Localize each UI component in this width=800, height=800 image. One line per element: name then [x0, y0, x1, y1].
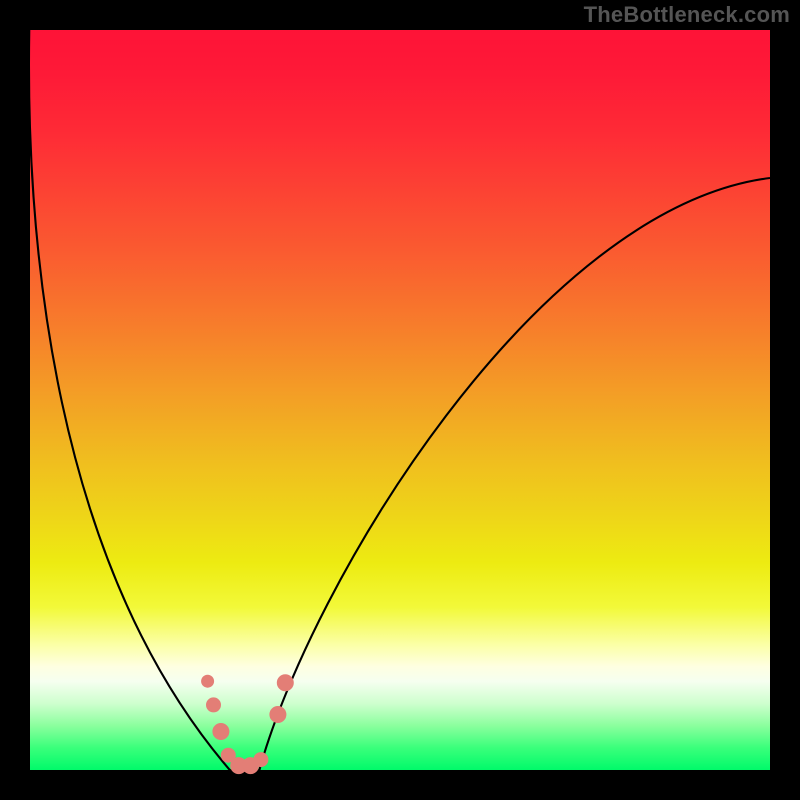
marker-point [254, 753, 268, 767]
plot-background [30, 30, 770, 770]
marker-point [207, 698, 221, 712]
plot-svg [0, 0, 800, 800]
marker-point [270, 707, 286, 723]
marker-point [202, 675, 214, 687]
marker-point [277, 675, 293, 691]
marker-point [213, 724, 229, 740]
watermark-text: TheBottleneck.com [584, 2, 790, 28]
